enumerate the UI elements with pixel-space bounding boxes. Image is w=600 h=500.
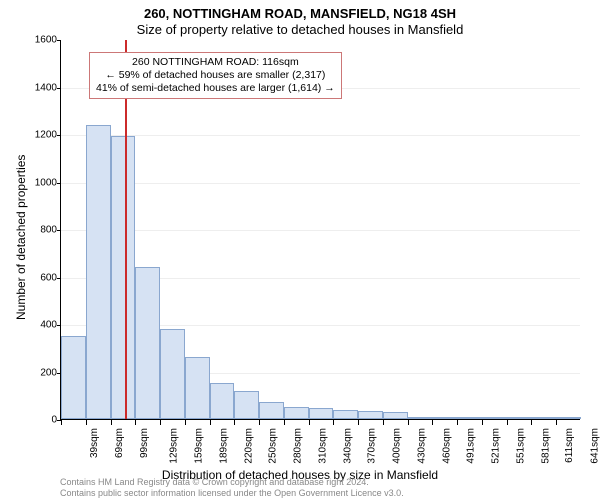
x-tick-label: 551sqm	[516, 428, 527, 464]
histogram-bar	[86, 125, 111, 420]
chart-area: 0200400600800100012001400160039sqm69sqm9…	[60, 40, 580, 420]
y-tick-mark	[57, 278, 61, 279]
x-tick-mark	[259, 419, 260, 425]
x-tick-mark	[61, 419, 62, 425]
x-tick-label: 521sqm	[491, 428, 502, 464]
histogram-bar	[457, 417, 482, 419]
footer-line1: Contains HM Land Registry data © Crown c…	[60, 477, 404, 487]
x-tick-label: 460sqm	[441, 428, 452, 464]
gridline-h	[61, 183, 580, 184]
y-tick-label: 800	[25, 225, 57, 236]
histogram-bar	[185, 357, 210, 419]
histogram-bar	[135, 267, 160, 419]
y-tick-mark	[57, 230, 61, 231]
x-tick-mark	[160, 419, 161, 425]
x-tick-label: 250sqm	[268, 428, 279, 464]
x-tick-mark	[86, 419, 87, 425]
x-tick-mark	[457, 419, 458, 425]
histogram-bar	[210, 383, 235, 419]
x-tick-label: 641sqm	[590, 428, 600, 464]
x-tick-label: 99sqm	[139, 428, 150, 458]
x-tick-mark	[234, 419, 235, 425]
x-tick-label: 280sqm	[293, 428, 304, 464]
x-tick-mark	[383, 419, 384, 425]
histogram-bar	[432, 417, 457, 419]
histogram-bar	[61, 336, 86, 419]
x-tick-label: 39sqm	[89, 428, 100, 458]
x-tick-mark	[333, 419, 334, 425]
annotation-line2: ← 59% of detached houses are smaller (2,…	[96, 69, 335, 82]
x-tick-mark	[507, 419, 508, 425]
y-tick-mark	[57, 325, 61, 326]
x-tick-label: 370sqm	[367, 428, 378, 464]
x-tick-mark	[210, 419, 211, 425]
x-tick-label: 220sqm	[243, 428, 254, 464]
x-tick-mark	[408, 419, 409, 425]
annotation-line3: 41% of semi-detached houses are larger (…	[96, 82, 335, 95]
histogram-bar	[383, 412, 408, 419]
histogram-bar	[408, 417, 433, 419]
y-tick-label: 0	[25, 415, 57, 426]
x-tick-mark	[482, 419, 483, 425]
x-tick-mark	[135, 419, 136, 425]
gridline-h	[61, 230, 580, 231]
histogram-bar	[333, 410, 358, 420]
y-tick-label: 1000	[25, 177, 57, 188]
x-tick-mark	[284, 419, 285, 425]
histogram-bar	[284, 407, 309, 419]
x-tick-label: 159sqm	[194, 428, 205, 464]
histogram-bar	[309, 408, 334, 419]
y-tick-label: 600	[25, 272, 57, 283]
histogram-bar	[160, 329, 185, 419]
x-tick-mark	[432, 419, 433, 425]
x-tick-mark	[309, 419, 310, 425]
footer-attribution: Contains HM Land Registry data © Crown c…	[60, 477, 404, 498]
x-tick-label: 430sqm	[416, 428, 427, 464]
histogram-bar	[507, 417, 532, 419]
gridline-h	[61, 135, 580, 136]
x-tick-mark	[111, 419, 112, 425]
annotation-box: 260 NOTTINGHAM ROAD: 116sqm← 59% of deta…	[89, 52, 342, 99]
x-tick-mark	[185, 419, 186, 425]
x-tick-label: 611sqm	[564, 428, 575, 463]
x-tick-mark	[531, 419, 532, 425]
histogram-bar	[556, 417, 581, 419]
y-tick-label: 400	[25, 320, 57, 331]
x-tick-mark	[556, 419, 557, 425]
x-tick-label: 189sqm	[218, 428, 229, 464]
y-tick-label: 200	[25, 367, 57, 378]
y-tick-label: 1400	[25, 82, 57, 93]
x-tick-label: 491sqm	[466, 428, 477, 464]
histogram-bar	[259, 402, 284, 419]
x-tick-label: 400sqm	[392, 428, 403, 464]
histogram-bar	[482, 417, 507, 419]
y-tick-label: 1200	[25, 130, 57, 141]
footer-line2: Contains public sector information licen…	[60, 488, 404, 498]
x-tick-label: 69sqm	[114, 428, 125, 458]
annotation-line1: 260 NOTTINGHAM ROAD: 116sqm	[96, 56, 335, 69]
x-tick-label: 581sqm	[540, 428, 551, 464]
x-tick-label: 310sqm	[317, 428, 328, 464]
y-tick-mark	[57, 183, 61, 184]
histogram-bar	[111, 136, 136, 419]
chart-title-line1: 260, NOTTINGHAM ROAD, MANSFIELD, NG18 4S…	[0, 6, 600, 21]
y-tick-mark	[57, 135, 61, 136]
y-tick-mark	[57, 88, 61, 89]
y-axis-label: Number of detached properties	[14, 155, 28, 320]
chart-title-line2: Size of property relative to detached ho…	[0, 22, 600, 37]
x-tick-label: 340sqm	[342, 428, 353, 464]
histogram-bar	[234, 391, 259, 420]
histogram-bar	[531, 417, 556, 419]
x-tick-label: 129sqm	[169, 428, 180, 464]
y-tick-mark	[57, 40, 61, 41]
y-tick-label: 1600	[25, 35, 57, 46]
x-tick-mark	[358, 419, 359, 425]
histogram-bar	[358, 411, 383, 419]
